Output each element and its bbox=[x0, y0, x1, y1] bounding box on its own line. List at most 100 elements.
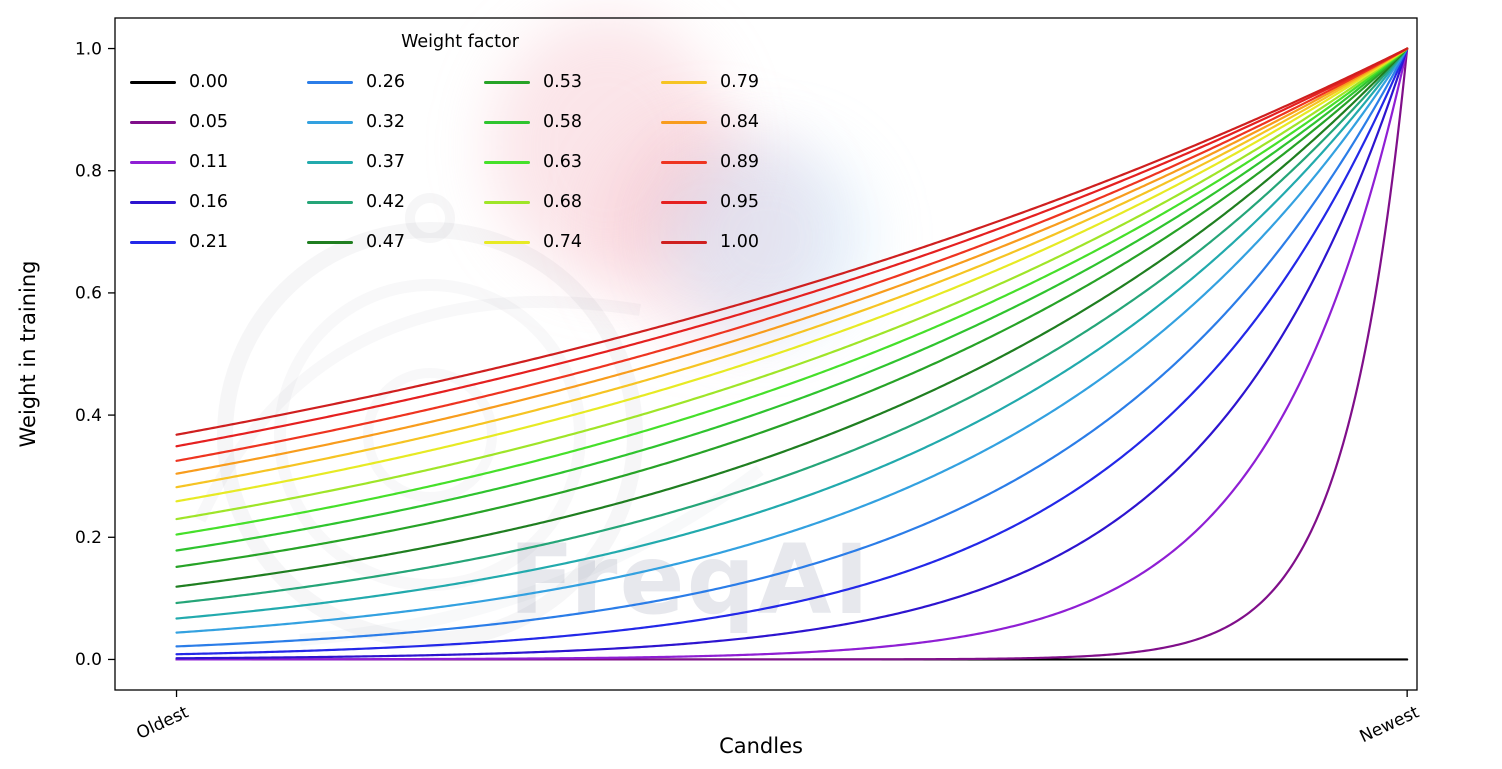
series-line-0.16 bbox=[175, 47, 1409, 660]
legend-item-label: 0.68 bbox=[543, 192, 582, 212]
legend-item-label: 0.58 bbox=[543, 112, 582, 132]
legend-item-0.84: 0.84 bbox=[661, 112, 838, 132]
legend-item-0.74: 0.74 bbox=[484, 232, 661, 252]
legend-item-0.95: 0.95 bbox=[661, 192, 838, 212]
series-line-0.58 bbox=[175, 47, 1409, 552]
legend-line-swatch bbox=[130, 240, 176, 244]
series-line-0.37 bbox=[175, 47, 1409, 620]
series-line-0.53 bbox=[175, 47, 1409, 568]
legend-item-label: 0.42 bbox=[366, 192, 405, 212]
legend-item-label: 0.00 bbox=[189, 72, 228, 92]
y-tick-label: 0.4 bbox=[75, 406, 102, 426]
legend-item-0.32: 0.32 bbox=[307, 112, 484, 132]
legend-item-0.47: 0.47 bbox=[307, 232, 484, 252]
legend-item-0.53: 0.53 bbox=[484, 72, 661, 92]
legend-line-swatch bbox=[130, 160, 176, 164]
legend-line-swatch bbox=[307, 200, 353, 204]
legend-item-0.79: 0.79 bbox=[661, 72, 838, 92]
legend-item-label: 0.32 bbox=[366, 112, 405, 132]
legend-item-0.16: 0.16 bbox=[130, 192, 307, 212]
legend-line-swatch bbox=[130, 80, 176, 84]
legend-line-swatch bbox=[661, 80, 707, 84]
legend-line-swatch bbox=[307, 160, 353, 164]
series-line-0.84 bbox=[175, 47, 1409, 475]
legend-line-swatch bbox=[130, 120, 176, 124]
legend-item-0.58: 0.58 bbox=[484, 112, 661, 132]
legend-item-label: 0.89 bbox=[720, 152, 759, 172]
legend-line-swatch bbox=[484, 120, 530, 124]
legend-item-label: 0.53 bbox=[543, 72, 582, 92]
watermark-blob-blue bbox=[665, 140, 870, 335]
legend-item-label: 0.11 bbox=[189, 152, 228, 172]
legend-item-0.26: 0.26 bbox=[307, 72, 484, 92]
legend-item-label: 0.95 bbox=[720, 192, 759, 212]
legend-line-swatch bbox=[661, 200, 707, 204]
series-line-0.47 bbox=[175, 47, 1409, 588]
series-line-0.95 bbox=[175, 47, 1409, 448]
legend-item-label: 0.47 bbox=[366, 232, 405, 252]
series-line-0.42 bbox=[175, 47, 1409, 605]
y-tick-label: 0.2 bbox=[75, 528, 102, 548]
legend-item-label: 1.00 bbox=[720, 232, 759, 252]
legend-item-0.05: 0.05 bbox=[130, 112, 307, 132]
series-line-0.11 bbox=[175, 47, 1409, 661]
series-line-1.00 bbox=[175, 47, 1409, 436]
y-tick-label: 1.0 bbox=[75, 39, 102, 59]
series-line-0.32 bbox=[175, 47, 1409, 634]
legend-grid: 0.00 0.05 0.11 0.16 0.21 0.26 0.32 0.37 0.42 0.47… bbox=[130, 62, 838, 262]
legend-line-swatch bbox=[661, 160, 707, 164]
legend-item-0.63: 0.63 bbox=[484, 152, 661, 172]
watermark-text: FreqAI bbox=[508, 524, 872, 636]
legend: Weight factor 0.00 0.05 0.11 0.16 0.21 0.26 0.… bbox=[130, 32, 838, 262]
legend-line-swatch bbox=[484, 240, 530, 244]
x-tick-label: Newest bbox=[1357, 702, 1423, 747]
legend-line-swatch bbox=[484, 160, 530, 164]
legend-item-0.42: 0.42 bbox=[307, 192, 484, 212]
x-axis-label: Candles bbox=[719, 734, 803, 758]
legend-title: Weight factor bbox=[401, 32, 519, 52]
legend-item-label: 0.74 bbox=[543, 232, 582, 252]
y-tick-label: 0.8 bbox=[75, 162, 102, 182]
legend-item-label: 0.63 bbox=[543, 152, 582, 172]
legend-line-swatch bbox=[661, 240, 707, 244]
legend-item-0.89: 0.89 bbox=[661, 152, 838, 172]
watermark-blob-pink-2 bbox=[600, 120, 820, 340]
series-line-0.21 bbox=[175, 47, 1409, 656]
series-line-0.89 bbox=[175, 47, 1409, 462]
series-line-0.68 bbox=[175, 47, 1409, 521]
series-line-0.79 bbox=[175, 47, 1409, 489]
y-tick-label: 0.6 bbox=[75, 284, 102, 304]
legend-line-swatch bbox=[307, 80, 353, 84]
series-line-0.26 bbox=[175, 47, 1409, 648]
legend-line-swatch bbox=[484, 80, 530, 84]
legend-line-swatch bbox=[307, 240, 353, 244]
series-line-0.63 bbox=[175, 47, 1409, 536]
y-axis-label: Weight in training bbox=[16, 260, 40, 448]
legend-item-label: 0.21 bbox=[189, 232, 228, 252]
y-tick-label: 0.0 bbox=[75, 650, 102, 670]
watermark-blob-pink bbox=[490, 15, 725, 280]
series-line-0.74 bbox=[175, 47, 1409, 503]
plot-frame bbox=[114, 17, 1418, 691]
legend-item-0.68: 0.68 bbox=[484, 192, 661, 212]
legend-item-label: 0.26 bbox=[366, 72, 405, 92]
legend-item-0.00: 0.00 bbox=[130, 72, 307, 92]
legend-item-1.00: 1.00 bbox=[661, 232, 838, 252]
legend-line-swatch bbox=[484, 200, 530, 204]
legend-line-swatch bbox=[307, 120, 353, 124]
legend-item-label: 0.37 bbox=[366, 152, 405, 172]
legend-item-0.21: 0.21 bbox=[130, 232, 307, 252]
x-tick-label: Oldest bbox=[133, 702, 191, 743]
legend-item-label: 0.16 bbox=[189, 192, 228, 212]
legend-item-label: 0.79 bbox=[720, 72, 759, 92]
legend-line-swatch bbox=[130, 200, 176, 204]
legend-line-swatch bbox=[661, 120, 707, 124]
legend-item-0.11: 0.11 bbox=[130, 152, 307, 172]
legend-item-label: 0.05 bbox=[189, 112, 228, 132]
legend-item-label: 0.84 bbox=[720, 112, 759, 132]
legend-item-0.37: 0.37 bbox=[307, 152, 484, 172]
